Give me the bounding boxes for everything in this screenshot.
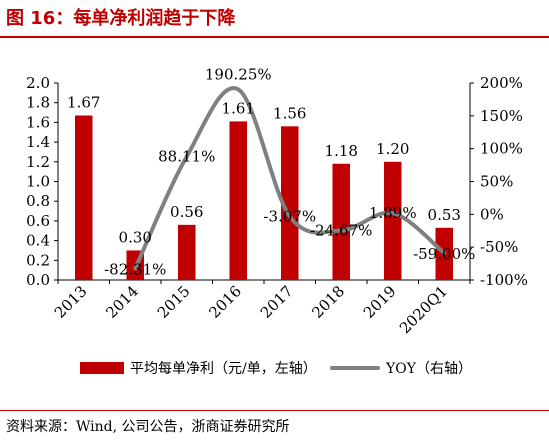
- bar: [229, 121, 248, 280]
- bar-value-label: 0.30: [119, 228, 152, 246]
- y-right-tick-label: 200%: [480, 74, 523, 92]
- y-left-tick-label: 0.8: [26, 192, 50, 210]
- y-right-tick-label: 100%: [480, 140, 523, 158]
- bar: [280, 126, 299, 280]
- y-left-tick-label: 1.4: [26, 133, 50, 151]
- y-right-tick-label: -100%: [480, 271, 528, 289]
- yoy-value-label: 190.25%: [205, 65, 272, 83]
- y-left-tick-label: 2.0: [26, 74, 50, 92]
- yoy-value-label: -59.00%: [413, 245, 475, 263]
- legend-item-line: YOY（右轴）: [330, 358, 472, 378]
- yoy-value-label: -3.07%: [263, 207, 316, 225]
- bar-value-label: 1.56: [273, 104, 306, 122]
- y-left-tick-label: 0.0: [26, 271, 50, 289]
- bar-line-chart: 0.0 0.20.4 0.6 0.81.0 1.2 1.4 1.61.8 2.0 -100% -5…: [26, 65, 528, 337]
- legend-bar-swatch: [80, 362, 124, 374]
- x-tick-label: 2015: [154, 282, 194, 322]
- bar: [177, 224, 196, 280]
- bar-value-label: 1.67: [67, 94, 100, 112]
- y-left-tick-label: 1.2: [26, 153, 50, 171]
- figure-title: 图 16：每单净利润趋于下降: [6, 8, 236, 29]
- y-right-tick-label: 50%: [480, 173, 513, 191]
- y-right-tick-label: -50%: [480, 238, 518, 256]
- legend-item-bars: 平均每单净利（元/单，左轴）: [80, 358, 317, 378]
- y-left-tick-label: 0.4: [26, 232, 50, 250]
- yoy-line: [133, 86, 447, 271]
- x-tick-label: 2018: [308, 282, 348, 322]
- yoy-value-label: -82.31%: [104, 260, 166, 278]
- y-right-tick-label: 0%: [480, 205, 504, 223]
- yoy-value-label: 88.11%: [158, 147, 215, 165]
- legend-line-label: YOY（右轴）: [386, 361, 472, 377]
- x-tick-label: 2019: [360, 282, 400, 322]
- y-left-tick-label: 1.8: [26, 94, 50, 112]
- x-tick-label: 2014: [102, 282, 142, 322]
- title-divider: [0, 36, 549, 38]
- y-right-tick-label: 150%: [480, 107, 523, 125]
- bar-value-label: 0.56: [170, 203, 203, 221]
- yoy-value-label: -24.67%: [310, 222, 372, 240]
- bar: [332, 163, 351, 280]
- y-left-tick-label: 0.2: [26, 251, 50, 269]
- bar-value-label: 1.20: [376, 140, 409, 158]
- x-tick-label: 2020Q1: [396, 282, 451, 337]
- y-left-tick-label: 1.6: [26, 113, 50, 131]
- y-left-tick-label: 0.6: [26, 212, 50, 230]
- chart-legend: 平均每单净利（元/单，左轴） YOY（右轴）: [0, 358, 549, 378]
- bar-value-label: 1.61: [222, 99, 255, 117]
- bar: [383, 161, 402, 280]
- y-left-tick-label: 1.0: [26, 173, 50, 191]
- source-divider: [0, 410, 549, 411]
- x-tick-label: 2016: [205, 282, 245, 322]
- bar-value-label: 1.18: [325, 142, 358, 160]
- yoy-value-label: 1.89%: [369, 204, 417, 222]
- x-tick-label: 2017: [257, 282, 297, 322]
- bar: [74, 115, 93, 280]
- bar-value-label: 0.53: [428, 206, 461, 224]
- legend-line-swatch: [330, 366, 380, 370]
- legend-bar-label: 平均每单净利（元/单，左轴）: [130, 361, 317, 377]
- source-note: 资料来源：Wind, 公司公告，浙商证券研究所: [6, 419, 290, 435]
- x-tick-label: 2013: [51, 282, 91, 322]
